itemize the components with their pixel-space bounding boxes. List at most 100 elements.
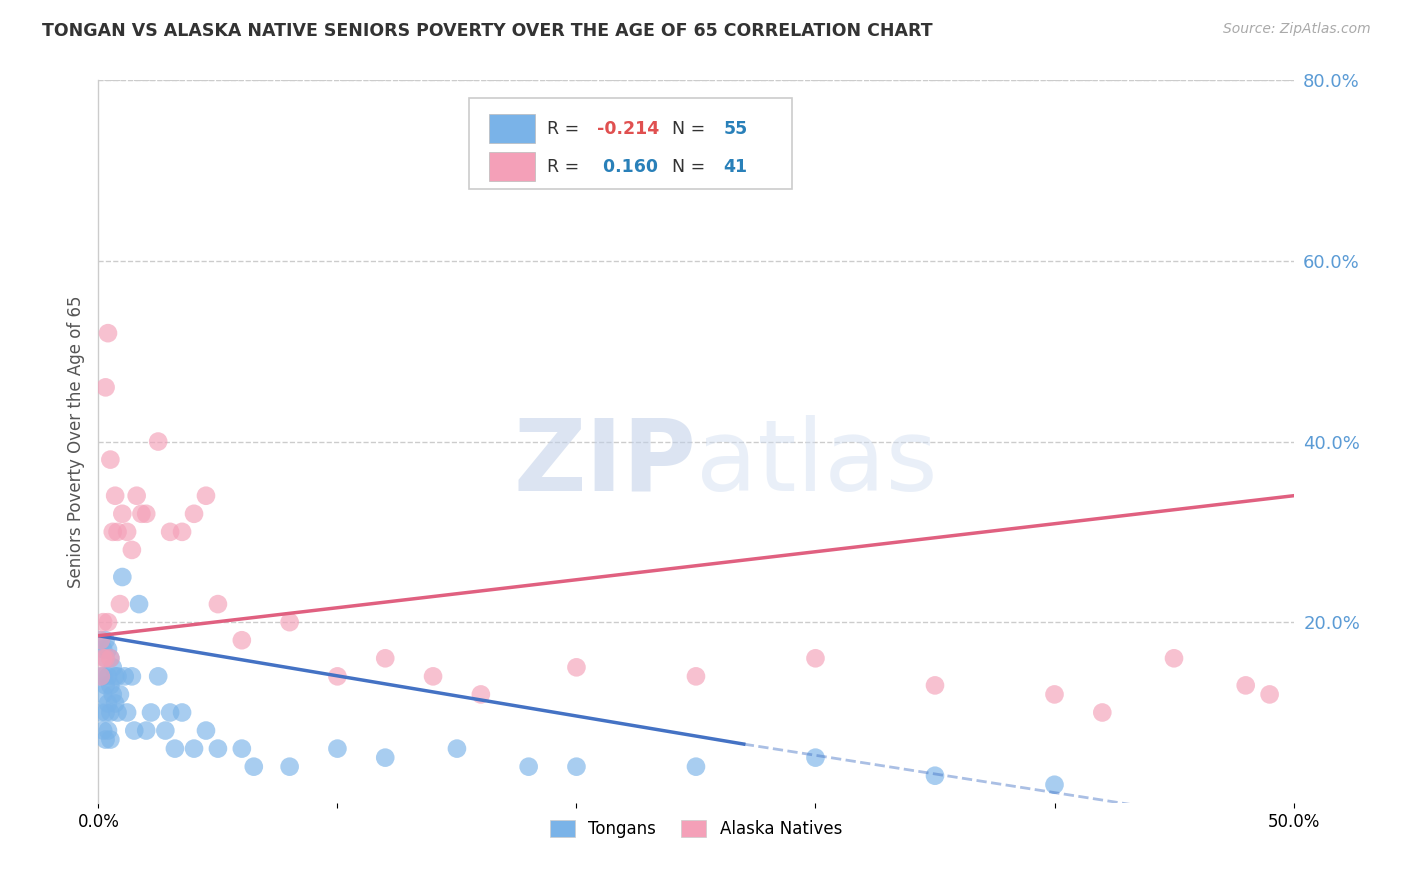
Point xyxy=(517,760,540,774)
Point xyxy=(135,507,157,521)
Point xyxy=(101,687,124,701)
Point xyxy=(139,706,162,720)
Point xyxy=(243,760,266,774)
Point xyxy=(128,597,150,611)
Point xyxy=(98,651,122,665)
Point xyxy=(90,669,112,683)
Point xyxy=(91,642,114,657)
Point xyxy=(159,524,181,539)
Point xyxy=(195,723,218,738)
Point xyxy=(804,750,827,764)
Point xyxy=(104,697,127,711)
Point xyxy=(1234,678,1257,692)
Text: 41: 41 xyxy=(724,158,748,176)
Text: R =: R = xyxy=(547,158,585,176)
Text: N =: N = xyxy=(672,158,711,176)
Point xyxy=(422,669,444,683)
Point xyxy=(111,570,134,584)
Point xyxy=(91,687,114,701)
Point xyxy=(90,669,112,683)
Point xyxy=(97,326,120,340)
Point xyxy=(1043,687,1066,701)
FancyBboxPatch shape xyxy=(489,114,534,143)
Point xyxy=(565,660,588,674)
Point xyxy=(91,651,114,665)
Point xyxy=(183,507,205,521)
Point xyxy=(97,669,120,683)
Point xyxy=(374,651,396,665)
Text: atlas: atlas xyxy=(696,415,938,512)
Point xyxy=(98,452,122,467)
Point xyxy=(98,732,122,747)
Point xyxy=(94,678,117,692)
Point xyxy=(98,651,122,665)
Y-axis label: Seniors Poverty Over the Age of 65: Seniors Poverty Over the Age of 65 xyxy=(66,295,84,588)
Point xyxy=(159,706,181,720)
Point xyxy=(104,489,127,503)
Point xyxy=(155,723,177,738)
Point xyxy=(101,660,124,674)
Point xyxy=(121,669,143,683)
Point xyxy=(1258,687,1281,701)
Point xyxy=(97,642,120,657)
Point xyxy=(804,651,827,665)
Point xyxy=(131,507,153,521)
Point xyxy=(107,669,129,683)
Point xyxy=(104,669,127,683)
FancyBboxPatch shape xyxy=(470,98,792,189)
Point xyxy=(125,489,148,503)
Point xyxy=(148,669,170,683)
Point xyxy=(231,741,253,756)
Point xyxy=(97,697,120,711)
Point xyxy=(91,615,114,630)
Point xyxy=(124,723,146,738)
Point xyxy=(94,706,117,720)
Point xyxy=(101,524,124,539)
Point xyxy=(148,434,170,449)
Point xyxy=(111,507,134,521)
Point xyxy=(924,769,946,783)
Point xyxy=(207,597,229,611)
Point xyxy=(94,651,117,665)
Point xyxy=(326,669,349,683)
Point xyxy=(94,732,117,747)
Point xyxy=(91,723,114,738)
Point xyxy=(446,741,468,756)
Point xyxy=(685,669,707,683)
Point xyxy=(90,633,112,648)
Point xyxy=(98,678,122,692)
Point xyxy=(90,706,112,720)
Point xyxy=(183,741,205,756)
Point xyxy=(278,760,301,774)
Point xyxy=(94,380,117,394)
Point xyxy=(231,633,253,648)
Point xyxy=(91,669,114,683)
Legend: Tongans, Alaska Natives: Tongans, Alaska Natives xyxy=(543,814,849,845)
Point xyxy=(924,678,946,692)
Point xyxy=(1163,651,1185,665)
Text: TONGAN VS ALASKA NATIVE SENIORS POVERTY OVER THE AGE OF 65 CORRELATION CHART: TONGAN VS ALASKA NATIVE SENIORS POVERTY … xyxy=(42,22,932,40)
Point xyxy=(94,633,117,648)
Point xyxy=(207,741,229,756)
Point xyxy=(278,615,301,630)
Point xyxy=(114,669,136,683)
Point xyxy=(1091,706,1114,720)
Point xyxy=(163,741,186,756)
Point xyxy=(685,760,707,774)
Point xyxy=(97,615,120,630)
Text: -0.214: -0.214 xyxy=(596,120,659,137)
Text: ZIP: ZIP xyxy=(513,415,696,512)
Point xyxy=(326,741,349,756)
Point xyxy=(97,723,120,738)
Text: Source: ZipAtlas.com: Source: ZipAtlas.com xyxy=(1223,22,1371,37)
Point xyxy=(135,723,157,738)
Point xyxy=(115,524,138,539)
Point xyxy=(115,706,138,720)
Point xyxy=(172,524,194,539)
Point xyxy=(107,524,129,539)
Text: 0.160: 0.160 xyxy=(596,158,658,176)
Point xyxy=(1043,778,1066,792)
Point xyxy=(470,687,492,701)
Point xyxy=(107,706,129,720)
Text: 55: 55 xyxy=(724,120,748,137)
